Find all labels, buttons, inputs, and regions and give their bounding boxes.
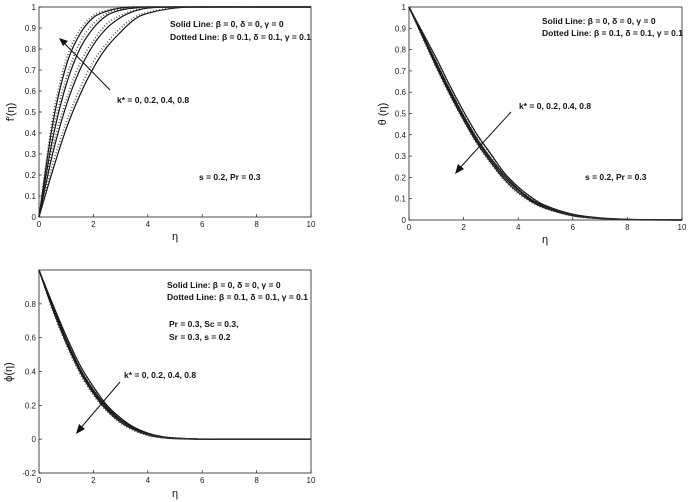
x-tick-label: 6: [571, 223, 576, 232]
x-tick-label: 4: [516, 223, 521, 232]
y-tick-label: 0.2: [25, 171, 37, 180]
legend-dotted-text: Dotted Line: β = 0.1, δ = 0.1, γ = 0.1: [542, 28, 683, 38]
y-tick-label: 0.6: [25, 87, 37, 96]
y-tick-label: 0.2: [25, 401, 37, 410]
condition-note: Pr = 0.3, Sc = 0.3,: [169, 319, 238, 329]
dotted-series-line: [38, 6, 311, 218]
x-tick-label: 2: [461, 223, 466, 232]
axis-ticks: 0 2 4 6 8 10 0 0.1 0.2 0.3 0.4 0.5 0.6 0.7 0.8 0.9 1: [25, 3, 316, 229]
y-tick-label: 0: [32, 435, 37, 444]
dotted-series-line: [38, 269, 312, 441]
parameter-label: k* = 0, 0.2, 0.4, 0.8: [519, 101, 591, 111]
x-tick-label: 2: [91, 220, 96, 229]
y-tick-label: 1: [402, 3, 407, 12]
x-tick-label: 10: [678, 223, 687, 232]
solid-series-line: [408, 6, 683, 221]
condition-note: s = 0.2, Pr = 0.3: [199, 172, 261, 182]
parameter-label: k* = 0, 0.2, 0.4, 0.8: [124, 370, 196, 380]
dotted-series-line: [408, 6, 683, 221]
y-tick-label: 0.4: [25, 129, 37, 138]
y-tick-label: 0.8: [395, 46, 407, 55]
y-tick-label: -0.2: [22, 469, 36, 478]
arrow-head-icon: [59, 38, 68, 46]
y-tick-label: 0.6: [395, 88, 407, 97]
x-tick-label: 4: [146, 220, 151, 229]
concentration-panel: 0 2 4 6 8 10-0.200.20.40.60.8 η ϕ(η) Solid Li…: [3, 269, 316, 500]
velocity-panel: 0 2 4 6 8 10 0 0.1 0.2 0.3 0.4 0.5 0.6 0.7 0.8 0.9 1 η f…: [5, 3, 316, 243]
axis-ticks: 0 2 4 6 8 10-0.200.20.40.60.8: [22, 300, 316, 485]
legend-solid-text: Solid Line: β = 0, δ = 0, γ = 0: [170, 19, 284, 29]
y-tick-label: 0.8: [25, 45, 37, 54]
curve-group: [38, 269, 312, 441]
solid-series-line: [408, 6, 683, 221]
x-tick-label: 6: [200, 476, 205, 485]
legend-dotted-text: Dotted Line: β = 0.1, δ = 0.1, γ = 0.1: [170, 32, 311, 42]
y-tick-label: 0.3: [395, 152, 407, 161]
dotted-series-line: [408, 6, 683, 221]
x-axis-label: η: [172, 231, 178, 243]
x-axis-label: η: [542, 234, 548, 246]
x-axis-label: η: [172, 488, 178, 500]
y-tick-label: 0.5: [395, 110, 407, 119]
x-tick-label: 0: [407, 223, 412, 232]
y-tick-label: 0.9: [25, 24, 37, 33]
y-tick-label: 0.1: [25, 192, 37, 201]
x-tick-label: 8: [625, 223, 630, 232]
dotted-series-line: [408, 6, 683, 221]
y-tick-label: 0: [402, 216, 407, 225]
y-tick-label: 0.8: [25, 300, 37, 309]
condition-note: Sr = 0.3, s = 0.2: [169, 332, 231, 342]
y-tick-label: 0.4: [25, 368, 37, 377]
x-tick-label: 4: [146, 476, 151, 485]
x-tick-label: 2: [91, 476, 96, 485]
y-tick-label: 0.1: [395, 195, 407, 204]
legend-solid-text: Solid Line: β = 0, δ = 0, γ = 0: [542, 16, 656, 26]
x-tick-label: 0: [37, 220, 42, 229]
temperature-panel: 0 2 4 6 8 10 0 0.1 0.2 0.3 0.4 0.5 0.6 0.7 0.8 0.9 1 η θ…: [377, 3, 687, 246]
x-tick-label: 8: [254, 220, 259, 229]
trend-arrow: [457, 111, 512, 171]
legend-dotted-text: Dotted Line: β = 0.1, δ = 0.1, γ = 0.1: [167, 292, 308, 302]
y-tick-label: 0.4: [395, 131, 407, 140]
curve-group: [38, 6, 311, 218]
x-tick-label: 10: [307, 476, 316, 485]
y-tick-label: 0.7: [395, 67, 407, 76]
x-tick-label: 8: [254, 476, 259, 485]
curve-group: [408, 6, 683, 221]
y-tick-label: 0.3: [25, 150, 37, 159]
x-tick-label: 10: [307, 220, 316, 229]
trend-arrow: [78, 381, 121, 431]
condition-note: s = 0.2, Pr = 0.3: [585, 172, 647, 182]
y-tick-label: 0.5: [25, 108, 37, 117]
y-tick-label: 0.6: [25, 334, 37, 343]
dotted-series-line: [408, 6, 683, 221]
parameter-label: k* = 0, 0.2, 0.4, 0.8: [117, 95, 189, 105]
y-tick-label: 0.7: [25, 66, 37, 75]
y-axis-label: f′(η): [5, 103, 17, 122]
x-tick-label: 0: [37, 476, 42, 485]
dotted-series-line: [38, 6, 311, 218]
solid-series-line: [408, 6, 683, 221]
y-tick-label: 0.2: [395, 173, 407, 182]
arrow-head-icon: [76, 424, 85, 434]
y-tick-label: 1: [32, 3, 37, 12]
trend-arrow: [61, 40, 111, 91]
solid-series-line: [408, 6, 683, 221]
arrow-head-icon: [455, 164, 464, 174]
legend-solid-text: Solid Line: β = 0, δ = 0, γ = 0: [167, 280, 281, 290]
y-tick-label: 0: [32, 213, 37, 222]
plot-frame: [408, 6, 683, 221]
y-axis-label: θ (η): [377, 103, 389, 126]
y-tick-label: 0.9: [395, 24, 407, 33]
x-tick-label: 6: [200, 220, 205, 229]
y-axis-label: ϕ(η): [3, 362, 15, 382]
axis-ticks: 0 2 4 6 8 10 0 0.1 0.2 0.3 0.4 0.5 0.6 0.7 0.8 0.9 1: [395, 3, 687, 232]
